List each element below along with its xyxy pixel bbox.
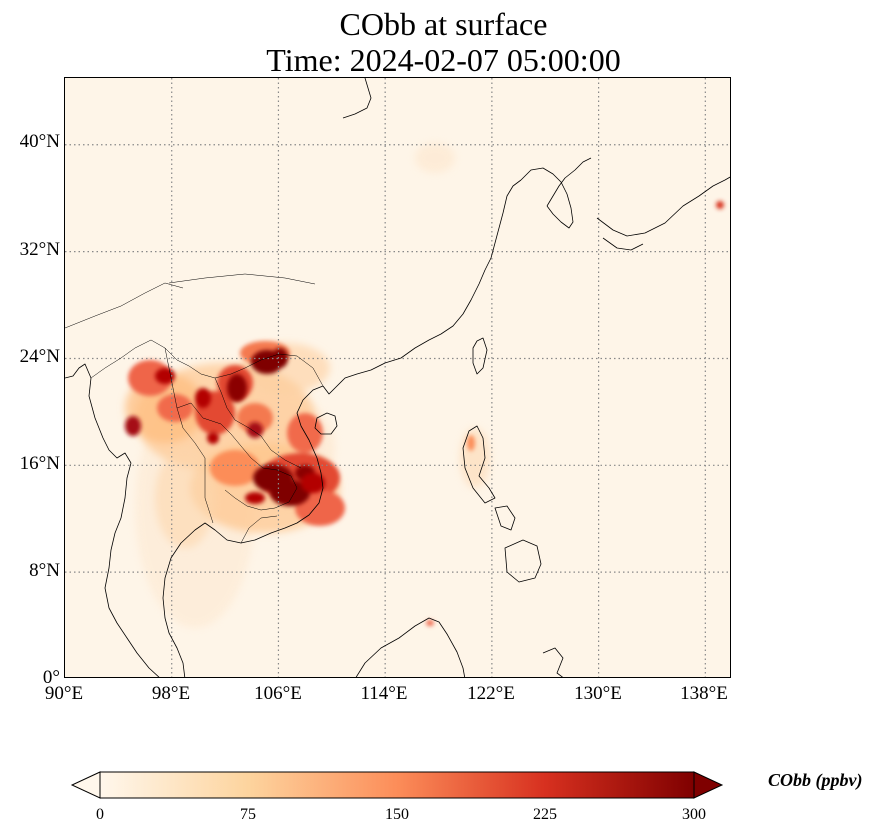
map-timestamp: Time: 2024-02-07 05:00:00 bbox=[266, 42, 621, 78]
colorbar-min-extend bbox=[70, 771, 101, 799]
colorbar bbox=[70, 771, 724, 799]
lon-tick-106e: 106°E bbox=[254, 683, 302, 704]
lat-tick-40n: 40°N bbox=[19, 131, 60, 152]
colorbar-tick-75: 75 bbox=[240, 806, 256, 823]
lat-tick-16n: 16°N bbox=[19, 453, 60, 474]
colorbar-label: CObb (ppbv) bbox=[768, 770, 863, 790]
lon-tick-90e: 90°E bbox=[44, 683, 84, 704]
lat-tick-24n: 24°N bbox=[19, 346, 60, 367]
lat-tick-32n: 32°N bbox=[19, 239, 60, 260]
lon-tick-114e: 114°E bbox=[360, 683, 408, 704]
colorbar-tick-0: 0 bbox=[96, 806, 104, 823]
cobb-concentration-field bbox=[125, 201, 724, 626]
colorbar-tick-300: 300 bbox=[682, 806, 706, 823]
country-borders bbox=[65, 273, 324, 544]
lat-tick-0: 0° bbox=[42, 667, 60, 688]
map-canvas bbox=[65, 78, 730, 677]
colorbar-max-extend bbox=[693, 771, 724, 799]
map-plot-area bbox=[64, 77, 731, 678]
lon-tick-138e: 138°E bbox=[680, 683, 728, 704]
lon-tick-130e: 130°E bbox=[574, 683, 622, 704]
colorbar-gradient bbox=[100, 772, 694, 798]
colorbar-outline bbox=[99, 771, 695, 799]
lon-tick-122e: 122°E bbox=[467, 683, 515, 704]
lon-tick-98e: 98°E bbox=[151, 683, 191, 704]
colorbar-tick-150: 150 bbox=[385, 806, 409, 823]
colorbar-tick-225: 225 bbox=[533, 806, 557, 823]
map-title: CObb at surface bbox=[339, 6, 548, 42]
coastlines bbox=[65, 78, 730, 677]
lat-tick-8n: 8°N bbox=[29, 560, 60, 581]
